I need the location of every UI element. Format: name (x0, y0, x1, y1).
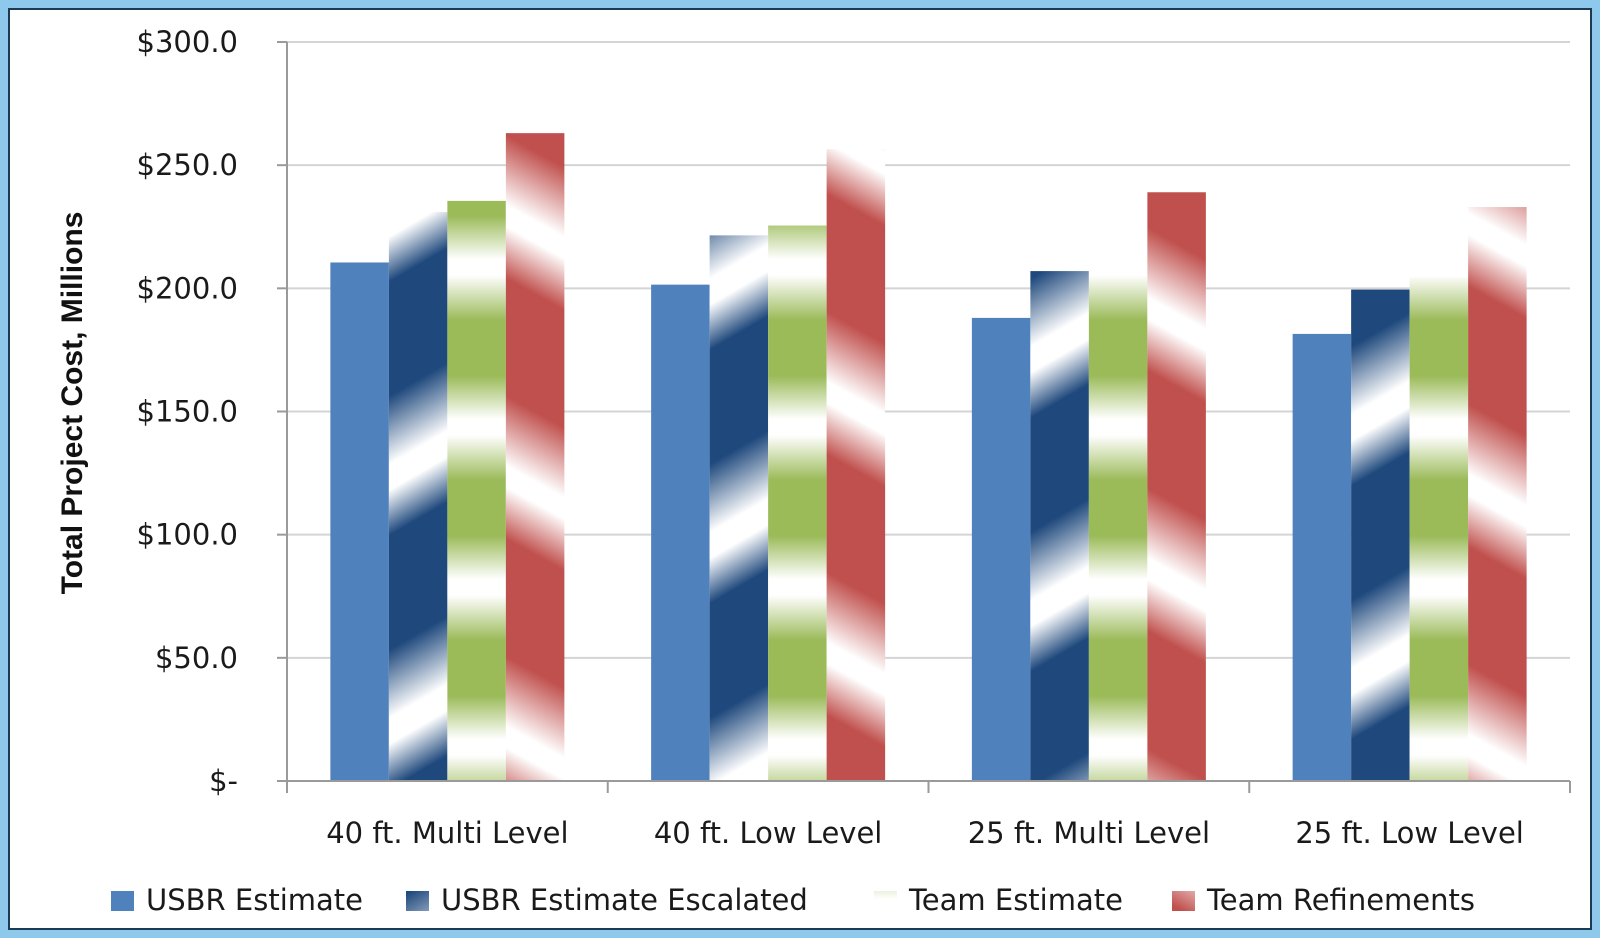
legend-label: USBR Estimate Escalated (441, 883, 808, 917)
bar-usbr-estimate (651, 284, 710, 781)
bar-usbr-estimate (1292, 333, 1352, 781)
legend-label: Team Refinements (1206, 883, 1475, 917)
x-tick-label: 40 ft. Low Level (654, 816, 883, 850)
y-tick-label: $50.0 (155, 641, 238, 675)
legend: USBR Estimate USBR Estimate Escalated Team… (111, 883, 1475, 917)
y-tick-label: $250.0 (137, 148, 238, 182)
bar-team-refinements (826, 149, 886, 781)
bars (330, 133, 1527, 782)
bar-usbr-estimate-escalated (1351, 289, 1410, 781)
y-tick-label: $300.0 (137, 25, 238, 59)
legend-swatch (1172, 891, 1195, 911)
bar-team-estimate (1088, 258, 1148, 782)
y-tick-labels: $- $50.0 $100.0 $150.0 $200.0 $250.0 $300.0 (137, 25, 238, 798)
bar-usbr-estimate-escalated (388, 211, 448, 782)
bar-usbr-estimate (330, 262, 389, 781)
bar-team-refinements (1468, 207, 1527, 781)
y-tick-label: $- (209, 764, 238, 798)
y-tick-label: $100.0 (137, 518, 238, 552)
bar-usbr-estimate-escalated (1030, 271, 1089, 781)
legend-swatch (874, 891, 897, 911)
y-tick-label: $200.0 (137, 271, 238, 305)
bar-team-estimate (768, 225, 827, 782)
x-tick-label: 40 ft. Multi Level (326, 816, 568, 850)
x-tick-labels: 40 ft. Multi Level 40 ft. Low Level 25 ft.… (326, 816, 1524, 850)
bar-team-refinements (1147, 192, 1206, 782)
legend-label: USBR Estimate (146, 883, 363, 917)
x-tick-label: 25 ft. Multi Level (968, 816, 1210, 850)
bar-team-refinements (505, 133, 565, 782)
axes (277, 41, 1571, 793)
y-axis-label: Total Project Cost, Millions (56, 212, 89, 595)
y-tick-label: $150.0 (137, 395, 238, 429)
x-tick-label: 25 ft. Low Level (1295, 816, 1524, 850)
legend-label: Team Estimate (908, 883, 1123, 917)
bar-team-estimate (447, 200, 506, 781)
bar-team-estimate (1409, 277, 1469, 781)
bar-usbr-estimate (971, 317, 1031, 781)
bar-usbr-estimate-escalated (709, 235, 769, 781)
legend-swatch (406, 891, 429, 911)
legend-swatch (111, 891, 134, 911)
